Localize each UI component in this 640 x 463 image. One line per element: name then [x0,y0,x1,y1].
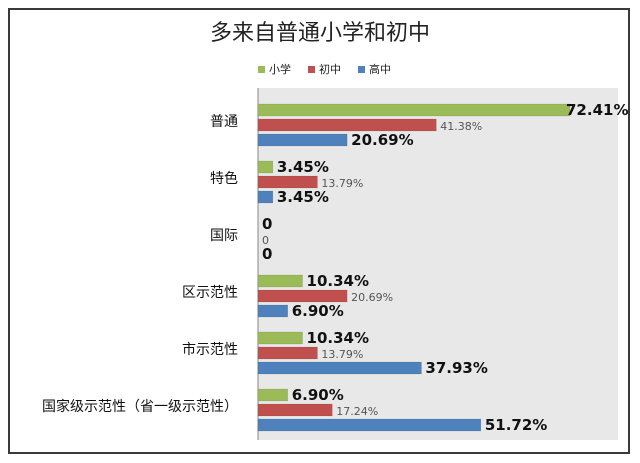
bar-5-0 [257,388,288,402]
value-label-0-1: 41.38% [440,120,482,133]
category-label-2: 国际 [210,228,238,244]
value-label-1-1: 13.79% [321,177,363,190]
bar-3-0 [257,274,303,288]
bar-4-0 [257,331,303,345]
bar-1-1 [257,175,318,189]
bar-0-1 [257,118,437,132]
value-label-5-0: 6.90% [292,386,344,404]
category-label-5: 国家级示范性（省一级示范性） [42,398,238,415]
value-label-0-0: 72.41% [566,101,628,119]
bar-4-1 [257,346,318,360]
bar-3-2 [257,304,288,318]
legend-swatch-2 [358,66,365,73]
value-label-4-2: 37.93% [425,359,487,377]
value-label-3-1: 20.69% [351,291,393,304]
category-label-0: 普通 [210,114,238,130]
value-labels: 72.41%41.38%20.69%3.45%13.79%3.45%00010.… [262,101,628,434]
legend-label-0: 小学 [269,62,291,76]
category-label-3: 区示范性 [182,284,238,301]
category-label-1: 特色 [210,170,238,187]
bar-5-1 [257,403,333,417]
category-label-4: 市示范性 [182,341,238,358]
value-label-1-2: 3.45% [277,188,329,206]
value-label-1-0: 3.45% [277,158,329,176]
legend-label-1: 初中 [319,62,341,76]
bar-1-0 [257,160,274,174]
bar-1-2 [257,190,274,204]
bar-4-2 [257,361,422,375]
value-label-0-2: 20.69% [351,131,413,149]
legend-label-2: 高中 [369,62,391,76]
bar-0-0 [257,103,571,117]
chart-title: 多来自普通小学和初中 [210,21,430,46]
legend-swatch-0 [258,66,265,73]
value-label-5-2: 51.72% [485,416,547,434]
value-label-4-1: 13.79% [321,348,363,361]
value-label-5-1: 17.24% [336,405,378,418]
value-label-3-2: 6.90% [292,302,344,320]
chart-legend: 小学 初中 高中 [258,62,391,76]
value-label-4-0: 10.34% [307,329,369,347]
bar-5-2 [257,418,482,432]
value-label-3-0: 10.34% [307,272,369,290]
bar-group [257,103,571,432]
legend-swatch-1 [308,66,315,73]
value-label-2-1: 0 [262,234,269,247]
value-label-2-0: 0 [262,215,272,233]
bar-0-2 [257,133,348,147]
plot-area [258,88,618,440]
value-label-2-2: 0 [262,245,272,263]
bar-3-1 [257,289,348,303]
